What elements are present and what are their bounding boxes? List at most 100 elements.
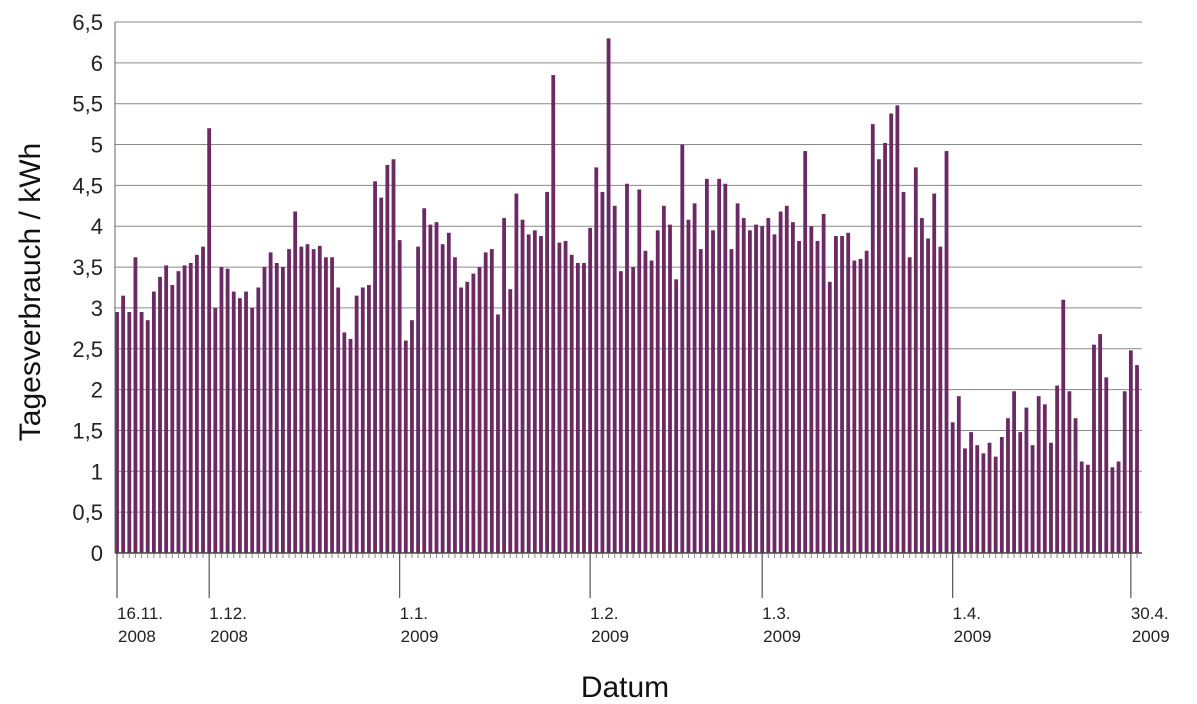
y-tick-label: 0,5 — [72, 500, 103, 525]
bar — [459, 287, 463, 553]
bar — [1012, 391, 1017, 553]
bar — [1006, 418, 1010, 553]
bar — [594, 167, 599, 553]
x-tick-label: 1.2. — [590, 604, 618, 623]
bar — [225, 268, 230, 553]
bar — [532, 230, 537, 553]
x-tick-labels: 16.11. 2008 1.12. 2008 1.1. 2009 1.2. 2009 1.3. 2… — [117, 604, 1170, 646]
bar — [975, 445, 980, 553]
bar — [723, 183, 728, 553]
bar — [637, 189, 642, 553]
bar — [735, 203, 740, 554]
bar — [446, 232, 451, 553]
bar — [1055, 385, 1060, 553]
bar — [453, 257, 457, 553]
bar — [606, 38, 611, 553]
bar — [496, 314, 500, 553]
bar — [502, 218, 507, 553]
bar — [1135, 365, 1139, 553]
bar — [299, 246, 304, 553]
bar — [545, 191, 550, 554]
bar — [655, 230, 660, 553]
bar — [348, 338, 353, 553]
bar — [1061, 299, 1066, 553]
bar — [698, 249, 703, 553]
bar — [834, 236, 838, 553]
bar — [1067, 391, 1072, 553]
bar — [434, 222, 439, 553]
bar — [551, 75, 556, 553]
bar — [194, 254, 199, 553]
x-tick-label: 16.11. — [117, 604, 163, 623]
bar — [268, 252, 273, 553]
x-tick-label: 1.4. — [953, 604, 981, 623]
bar — [170, 285, 175, 553]
bar — [803, 151, 808, 553]
bar — [999, 437, 1004, 553]
bar — [1024, 407, 1029, 553]
bar — [1098, 334, 1103, 553]
bar — [729, 249, 734, 553]
bar — [901, 191, 906, 554]
bar — [963, 448, 967, 553]
bar — [410, 320, 414, 553]
bar — [932, 193, 937, 554]
bar — [1110, 467, 1115, 553]
bar — [649, 260, 654, 553]
bar — [1128, 350, 1133, 553]
y-axis-title: Tagesverbrauch / kWh — [14, 143, 47, 441]
bar — [557, 242, 562, 553]
bar — [391, 159, 396, 554]
bar — [969, 432, 973, 553]
bar — [1049, 442, 1053, 553]
y-tick-label: 4,5 — [72, 173, 103, 198]
bar — [944, 151, 949, 553]
bar — [987, 442, 992, 553]
bar — [563, 240, 568, 553]
bar — [287, 249, 291, 553]
bar — [993, 456, 998, 553]
bar — [1122, 391, 1127, 553]
bar — [840, 236, 844, 553]
bar — [569, 254, 574, 553]
bar — [1030, 445, 1035, 553]
bar — [772, 234, 777, 553]
y-tick-label: 0 — [91, 541, 103, 566]
bar — [1104, 377, 1109, 553]
bar — [158, 276, 162, 553]
bar — [778, 211, 783, 553]
bar — [754, 224, 758, 553]
y-tick-label: 1 — [91, 459, 103, 484]
bar — [588, 227, 593, 554]
bar — [661, 205, 666, 553]
bar — [262, 267, 267, 553]
bar — [575, 262, 580, 553]
bar — [465, 281, 470, 553]
x-tick-year-label: 2009 — [1132, 627, 1170, 646]
y-tick-label: 4 — [91, 214, 103, 239]
bar — [600, 191, 605, 554]
bar — [920, 218, 924, 553]
bar — [231, 291, 236, 553]
bar — [428, 224, 433, 553]
x-tick-label: 30.4. — [1131, 604, 1169, 623]
bar — [416, 246, 420, 553]
bar — [692, 203, 697, 554]
bar — [360, 287, 365, 553]
bar — [883, 142, 887, 553]
bar — [704, 178, 709, 553]
bar — [385, 164, 390, 553]
bar — [784, 205, 789, 553]
bar — [686, 219, 691, 553]
bar — [520, 219, 525, 553]
bar — [907, 257, 912, 553]
bar — [281, 267, 285, 553]
bar — [821, 213, 826, 554]
x-tick-year-label: 2009 — [954, 627, 992, 646]
bar — [938, 246, 943, 553]
y-tick-label: 6 — [91, 51, 103, 76]
bar — [293, 211, 298, 553]
y-tick-label: 5,5 — [72, 92, 103, 117]
bar — [151, 291, 156, 553]
bar — [237, 298, 242, 553]
